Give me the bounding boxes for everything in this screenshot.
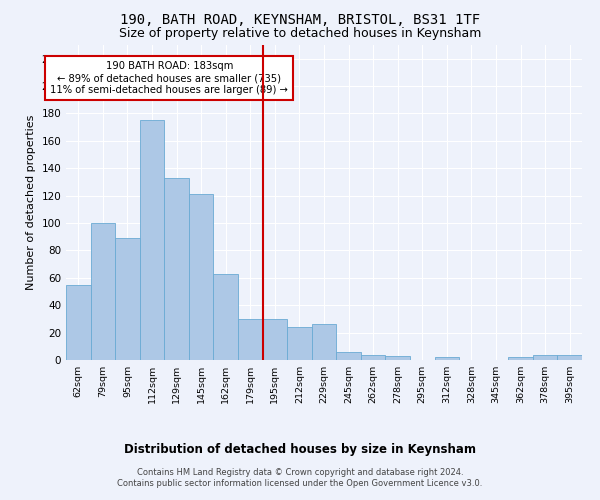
Bar	[557, 354, 582, 360]
Bar	[189, 194, 214, 360]
Bar	[214, 274, 238, 360]
Bar	[238, 319, 263, 360]
Bar	[434, 358, 459, 360]
Text: Size of property relative to detached houses in Keynsham: Size of property relative to detached ho…	[119, 28, 481, 40]
Bar	[385, 356, 410, 360]
Y-axis label: Number of detached properties: Number of detached properties	[26, 115, 36, 290]
Bar	[336, 352, 361, 360]
Bar	[140, 120, 164, 360]
Bar	[533, 354, 557, 360]
Bar	[115, 238, 140, 360]
Text: Contains HM Land Registry data © Crown copyright and database right 2024.
Contai: Contains HM Land Registry data © Crown c…	[118, 468, 482, 487]
Text: 190, BATH ROAD, KEYNSHAM, BRISTOL, BS31 1TF: 190, BATH ROAD, KEYNSHAM, BRISTOL, BS31 …	[120, 12, 480, 26]
Bar	[66, 284, 91, 360]
Bar	[263, 319, 287, 360]
Bar	[91, 223, 115, 360]
Text: 190 BATH ROAD: 183sqm
← 89% of detached houses are smaller (735)
11% of semi-det: 190 BATH ROAD: 183sqm ← 89% of detached …	[50, 62, 288, 94]
Bar	[361, 354, 385, 360]
Bar	[312, 324, 336, 360]
Bar	[287, 327, 312, 360]
Bar	[508, 358, 533, 360]
Text: Distribution of detached houses by size in Keynsham: Distribution of detached houses by size …	[124, 442, 476, 456]
Bar	[164, 178, 189, 360]
